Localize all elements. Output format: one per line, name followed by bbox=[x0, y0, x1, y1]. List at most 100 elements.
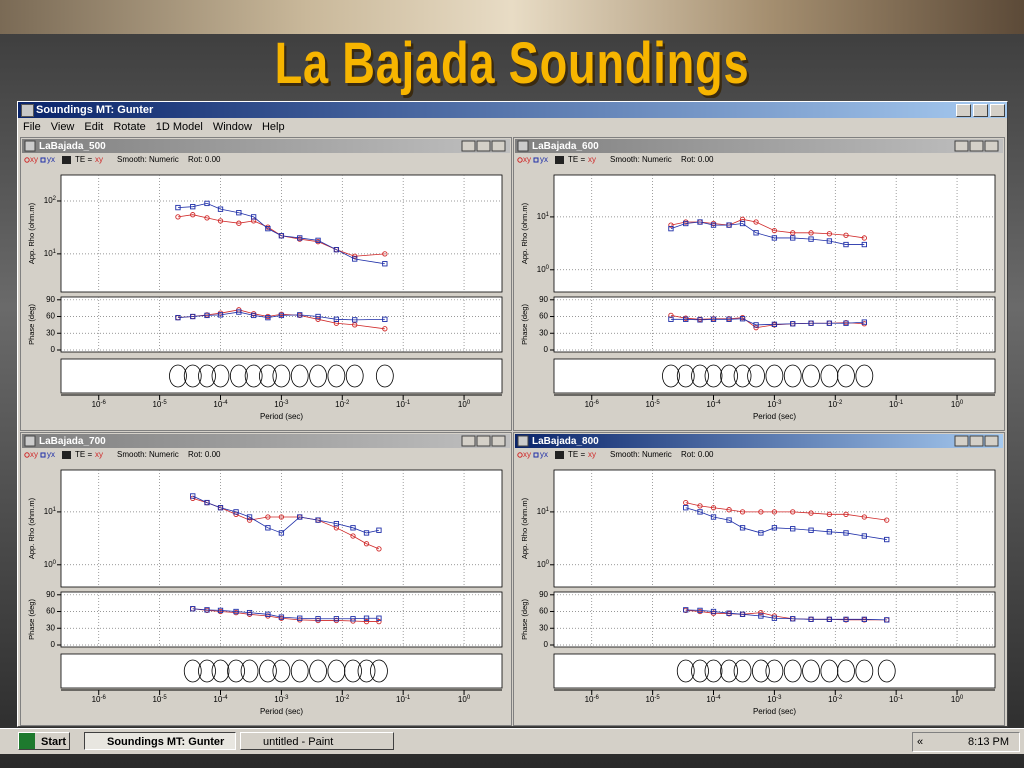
data-point bbox=[175, 314, 181, 321]
menu-item[interactable]: Edit bbox=[84, 121, 104, 133]
legend-symbol bbox=[24, 452, 30, 458]
menu-item[interactable]: Rotate bbox=[113, 121, 146, 133]
y-tick-label: 100 bbox=[537, 264, 550, 274]
data-point bbox=[790, 321, 796, 327]
data-point bbox=[333, 320, 340, 326]
y-tick-label: 101 bbox=[44, 248, 57, 258]
rho-plot-area bbox=[60, 469, 503, 588]
data-point bbox=[333, 616, 340, 622]
minimize[interactable] bbox=[956, 104, 971, 117]
data-point bbox=[826, 320, 833, 326]
start-button[interactable]: Start bbox=[18, 732, 70, 750]
polar-ellipse bbox=[704, 659, 723, 683]
polar-ellipse bbox=[765, 364, 784, 388]
x-tick-label-base: 10 bbox=[645, 695, 654, 704]
data-point bbox=[363, 618, 370, 625]
menu-item[interactable]: File bbox=[23, 121, 41, 133]
title-button bbox=[954, 435, 969, 447]
x-tick-label-base: 10 bbox=[274, 400, 283, 409]
y-axis-label: App. Rho (ohm.m) bbox=[520, 497, 529, 559]
x-tick-label-base: 10 bbox=[828, 695, 837, 704]
y-tick-label: 0 bbox=[544, 640, 549, 649]
data-point bbox=[190, 313, 196, 320]
y-tick-label-exponent: 0 bbox=[546, 264, 550, 270]
ellipse-strip bbox=[553, 358, 996, 394]
smooth-label: Smooth: Numeric bbox=[610, 155, 672, 164]
y-tick-label-base: 10 bbox=[537, 560, 546, 569]
panel-title-bar bbox=[515, 139, 1003, 153]
menu-item[interactable]: 1D Model bbox=[155, 121, 203, 133]
x-tick-label-base: 10 bbox=[335, 400, 344, 409]
data-point bbox=[726, 610, 732, 616]
model-curve bbox=[670, 318, 865, 326]
x-tick-label-base: 10 bbox=[767, 695, 776, 704]
data-point bbox=[843, 232, 849, 238]
y-tick-label: 102 bbox=[44, 196, 57, 206]
polar-ellipse bbox=[229, 364, 248, 388]
menu-item[interactable]: Help bbox=[261, 121, 285, 133]
panel-title-bar bbox=[22, 434, 510, 448]
x-tick-label-base: 10 bbox=[585, 695, 594, 704]
legend-icon bbox=[62, 451, 71, 459]
data-point bbox=[710, 222, 717, 228]
data-point bbox=[315, 316, 321, 322]
y-tick-label: 101 bbox=[44, 506, 57, 516]
task-button[interactable]: Soundings MT: Gunter bbox=[84, 732, 236, 750]
data-point bbox=[175, 214, 181, 220]
polar-ellipse bbox=[258, 659, 277, 683]
polar-ellipse bbox=[837, 659, 855, 683]
x-tick-label-exponent: -1 bbox=[898, 400, 904, 406]
close[interactable] bbox=[990, 104, 1005, 117]
x-tick-label-exponent: -6 bbox=[594, 400, 600, 406]
data-point bbox=[217, 206, 224, 212]
panel-title-bar bbox=[515, 434, 1003, 448]
title-button bbox=[476, 140, 491, 152]
taskbar: Start Soundings MT: Gunter untitled - Pa… bbox=[0, 728, 1024, 754]
x-tick-label-base: 10 bbox=[889, 400, 898, 409]
te-label: TE = bbox=[75, 155, 92, 164]
polar-ellipse bbox=[733, 659, 752, 683]
x-tick-label-base: 10 bbox=[458, 695, 467, 704]
title-button bbox=[461, 140, 476, 152]
legend-icon bbox=[555, 156, 564, 164]
x-tick-label-base: 10 bbox=[152, 695, 161, 704]
smooth-label: Smooth: Numeric bbox=[117, 155, 179, 164]
menu-item[interactable]: View bbox=[50, 121, 75, 133]
x-tick-label: 10-1 bbox=[396, 695, 411, 705]
menu-item[interactable]: Window bbox=[212, 121, 252, 133]
model-curve bbox=[177, 311, 385, 321]
data-point bbox=[710, 608, 717, 615]
y-tick-label-exponent: 1 bbox=[546, 211, 550, 217]
smooth-label: Smooth: Numeric bbox=[610, 450, 672, 459]
title-button bbox=[984, 435, 999, 447]
x-tick-label-exponent: 0 bbox=[960, 400, 964, 406]
tray-chevron[interactable]: « bbox=[917, 736, 924, 748]
y-axis-label: Phase (deg) bbox=[27, 304, 36, 345]
polar-ellipse bbox=[211, 659, 230, 683]
polar-ellipse bbox=[309, 659, 327, 683]
polar-ellipse bbox=[662, 364, 680, 388]
x-tick-label-exponent: -1 bbox=[898, 695, 904, 701]
x-tick-label-base: 10 bbox=[951, 695, 960, 704]
y-tick-label-base: 10 bbox=[537, 212, 546, 221]
data-point bbox=[265, 611, 271, 617]
data-point bbox=[265, 514, 271, 520]
legend-symbol bbox=[517, 157, 523, 163]
app-window: Soundings MT: Gunter File View Edit Rota… bbox=[17, 101, 1008, 727]
y-tick-label: 60 bbox=[539, 607, 548, 616]
x-tick-label: 100 bbox=[951, 695, 964, 705]
panel-title: LaBajada_600 bbox=[532, 141, 599, 152]
y-axis-label: Phase (deg) bbox=[27, 599, 36, 640]
restore[interactable] bbox=[973, 104, 988, 117]
y-tick-label-base: 10 bbox=[44, 196, 53, 205]
x-tick-label: 10-5 bbox=[152, 400, 167, 410]
data-point bbox=[771, 227, 778, 234]
x-tick-label-exponent: -3 bbox=[776, 695, 782, 701]
polar-ellipse bbox=[877, 659, 896, 683]
task-button[interactable]: untitled - Paint bbox=[240, 732, 394, 750]
polar-ellipse bbox=[720, 364, 738, 388]
